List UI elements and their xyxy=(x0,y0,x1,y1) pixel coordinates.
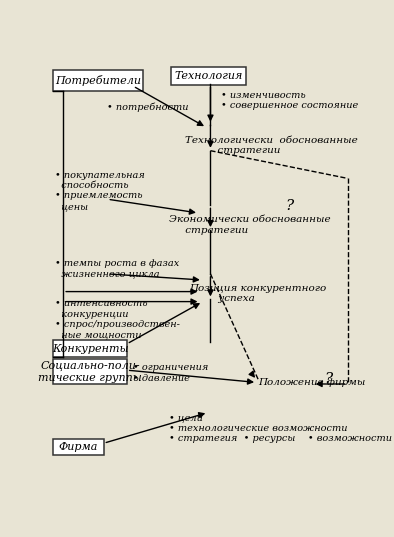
Text: • ограничения
• давление: • ограничения • давление xyxy=(133,363,208,382)
Text: • цели
• технологические возможности
• стратегия  • ресурсы    • возможности: • цели • технологические возможности • с… xyxy=(169,413,392,443)
Text: Технологически  обоснованные
          стратегии: Технологически обоснованные стратегии xyxy=(185,136,358,155)
Text: Потребители: Потребители xyxy=(55,75,141,86)
Text: Позиция конкурентного
         успеха: Позиция конкурентного успеха xyxy=(189,284,326,303)
FancyBboxPatch shape xyxy=(53,70,143,91)
FancyBboxPatch shape xyxy=(171,67,246,85)
FancyBboxPatch shape xyxy=(53,359,127,384)
Text: Положение фирмы: Положение фирмы xyxy=(258,378,366,387)
Text: Технология: Технология xyxy=(174,71,243,81)
Text: • потребности: • потребности xyxy=(108,103,189,112)
Text: Экономически обоснованные
     стратегии: Экономически обоснованные стратегии xyxy=(169,215,331,235)
Text: Социально-поли-
тические группы: Социально-поли- тические группы xyxy=(38,361,142,382)
Text: Конкуренты: Конкуренты xyxy=(52,344,128,353)
Text: • покупательная
  способность
• приемлемость
  цены: • покупательная способность • приемлемос… xyxy=(56,171,145,211)
FancyBboxPatch shape xyxy=(53,439,104,455)
Text: ?: ? xyxy=(324,373,332,387)
FancyBboxPatch shape xyxy=(53,340,127,357)
Text: ?: ? xyxy=(285,199,294,213)
Text: • изменчивость
• совершенное состояние: • изменчивость • совершенное состояние xyxy=(221,91,359,110)
Text: Фирма: Фирма xyxy=(59,442,98,452)
Text: • темпы роста в фазах
  жизненного цикла: • темпы роста в фазах жизненного цикла xyxy=(56,259,180,279)
Text: • интенсивность
  конкуренции
• спрос/производствен-
  ные мощности: • интенсивность конкуренции • спрос/прои… xyxy=(56,299,180,339)
